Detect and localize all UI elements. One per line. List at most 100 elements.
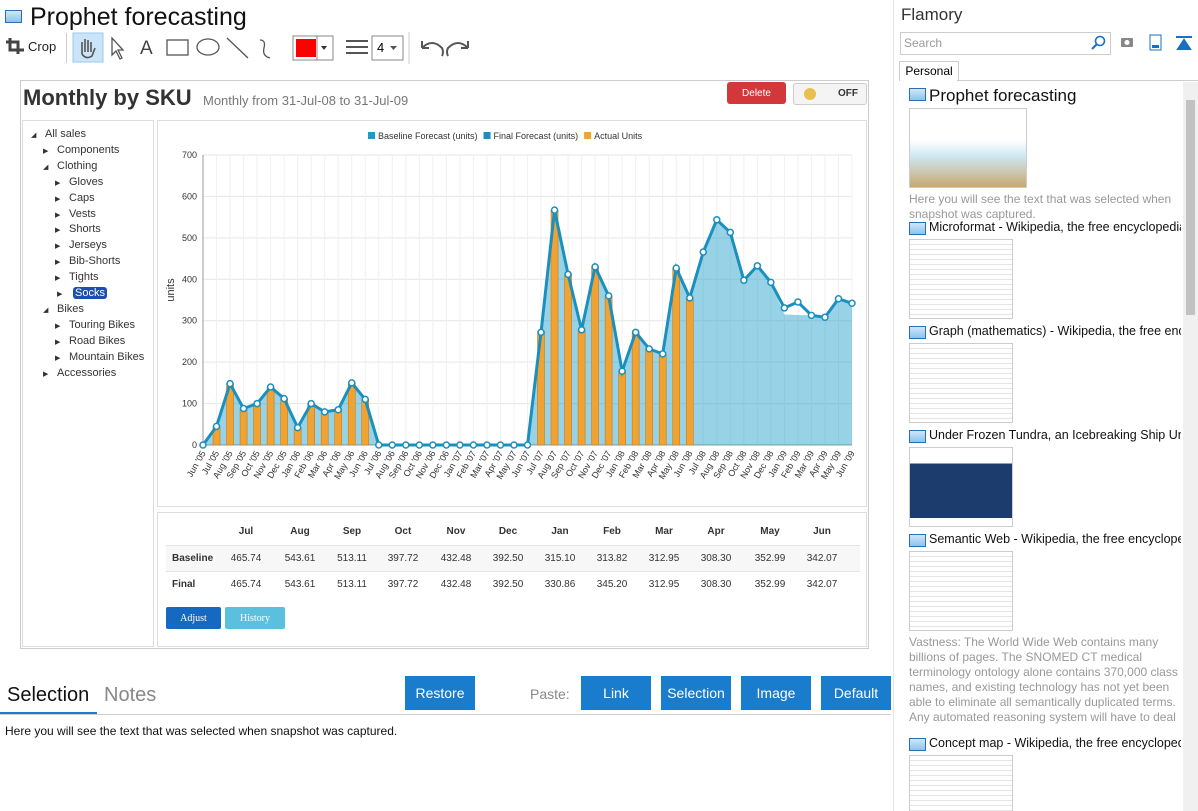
point bbox=[442, 441, 451, 449]
table-cell: 342.07 bbox=[806, 579, 838, 590]
crop-button[interactable]: Crop bbox=[6, 38, 56, 54]
table-header: Feb bbox=[603, 526, 621, 537]
tree-arrow: ▶ bbox=[55, 179, 61, 187]
tree-item[interactable]: ▶ Socks bbox=[55, 287, 107, 299]
tree-label: Touring Bikes bbox=[69, 318, 136, 331]
point bbox=[794, 298, 802, 306]
item-snippet: Vastness: The World Wide Web contains ma… bbox=[909, 635, 1178, 726]
bar bbox=[618, 370, 626, 446]
table-cell: 465.74 bbox=[230, 553, 262, 564]
rect-tool[interactable] bbox=[166, 39, 189, 56]
point bbox=[347, 379, 356, 387]
line-width-select[interactable] bbox=[371, 35, 404, 61]
tree-label: Mountain Bikes bbox=[69, 350, 145, 363]
sidebar-tab[interactable]: Personal bbox=[899, 61, 959, 81]
delete-button[interactable]: Delete bbox=[727, 82, 786, 104]
point bbox=[361, 395, 369, 404]
point bbox=[767, 278, 775, 287]
tree-item[interactable]: ▶ Caps bbox=[55, 192, 95, 204]
bar bbox=[577, 329, 586, 446]
tree-item[interactable]: ▶ Tights bbox=[55, 271, 99, 283]
table-header: Aug bbox=[290, 526, 310, 537]
history-button[interactable]: History bbox=[225, 607, 285, 629]
snapshot-item[interactable]: Microformat - Wikipedia, the free encycl… bbox=[909, 220, 1181, 319]
tree-item[interactable]: ◢ Clothing bbox=[43, 160, 97, 172]
tree-arrow: ▶ bbox=[55, 322, 61, 330]
point bbox=[699, 248, 708, 256]
redo[interactable] bbox=[446, 41, 469, 57]
tree-item[interactable]: ▶ Touring Bikes bbox=[55, 319, 135, 331]
snapshot-item[interactable]: Concept map - Wikipedia, the free encycl… bbox=[909, 736, 1181, 811]
bar bbox=[631, 332, 640, 446]
toggle[interactable]: OFF bbox=[793, 83, 867, 105]
y-tick-label: 300 bbox=[182, 316, 197, 326]
table-cell: 315.10 bbox=[544, 553, 576, 564]
text-tool[interactable]: A bbox=[140, 38, 153, 59]
adjust-label: Adjust bbox=[180, 612, 207, 624]
tree-item[interactable]: ▶ Components bbox=[43, 144, 119, 156]
item-title: Under Frozen Tundra, an Icebreaking Ship… bbox=[909, 428, 1181, 445]
point bbox=[821, 313, 829, 322]
table-cell: 312.95 bbox=[648, 579, 680, 590]
item-thumbnail bbox=[909, 108, 1027, 188]
search-box[interactable]: Search bbox=[900, 32, 1111, 55]
tab-notes[interactable]: Notes bbox=[104, 684, 157, 706]
snapshot-item[interactable]: Prophet forecasting Here you will see the… bbox=[909, 86, 1181, 222]
tree-item[interactable]: ▶ Shorts bbox=[55, 223, 101, 235]
bar bbox=[672, 267, 681, 446]
scrollbar[interactable] bbox=[1183, 82, 1198, 811]
tree-arrow: ▶ bbox=[43, 147, 49, 155]
point bbox=[658, 350, 667, 358]
tab-selection[interactable]: Selection bbox=[7, 684, 90, 706]
tree-item[interactable]: ▶ Road Bikes bbox=[55, 335, 125, 347]
point bbox=[320, 408, 329, 416]
tree-item[interactable]: ◢ Bikes bbox=[43, 303, 84, 315]
select-tool[interactable] bbox=[111, 36, 125, 60]
line-width-icon bbox=[346, 40, 368, 54]
pen-tool[interactable] bbox=[259, 39, 271, 59]
tree-arrow: ▶ bbox=[55, 243, 61, 251]
tree-label: Bib-Shorts bbox=[69, 255, 121, 268]
tree-item[interactable]: ◢ All sales bbox=[31, 128, 86, 140]
y-tick-label: 200 bbox=[182, 357, 197, 367]
tree-item[interactable]: ▶ Bib-Shorts bbox=[55, 255, 120, 267]
snapshot-item[interactable]: Semantic Web - Wikipedia, the free encyc… bbox=[909, 532, 1181, 726]
bar bbox=[266, 386, 275, 446]
tree-item[interactable]: ▶ Vests bbox=[55, 208, 96, 220]
tree-label: All sales bbox=[45, 128, 86, 140]
tree-item[interactable]: ▶ Accessories bbox=[43, 367, 116, 379]
snapshot-item[interactable]: Under Frozen Tundra, an Icebreaking Ship… bbox=[909, 428, 1181, 527]
tree-item[interactable]: ▶ Mountain Bikes bbox=[55, 351, 144, 363]
point bbox=[429, 441, 437, 449]
table-header: Apr bbox=[707, 526, 725, 537]
restore-button[interactable]: Restore bbox=[405, 676, 475, 710]
crop-icon bbox=[6, 38, 24, 54]
snapshot-item[interactable]: Graph (mathematics) - Wikipedia, the fre… bbox=[909, 324, 1181, 423]
tree-item[interactable]: ▶ Jerseys bbox=[55, 239, 107, 251]
tab-rule bbox=[957, 80, 1198, 81]
legend-label: Final Forecast (units) bbox=[494, 131, 579, 141]
paste-image[interactable]: Image bbox=[741, 676, 811, 710]
point bbox=[415, 441, 424, 449]
toolbar-separator bbox=[66, 33, 67, 63]
line-tool[interactable] bbox=[226, 37, 249, 59]
search-placeholder: Search bbox=[904, 36, 943, 50]
legend-label: Actual Units bbox=[594, 131, 643, 141]
row-band bbox=[166, 545, 860, 572]
table-cell: 432.48 bbox=[440, 579, 472, 590]
page-icon[interactable] bbox=[1149, 34, 1162, 51]
table-cell: 543.61 bbox=[284, 553, 316, 564]
ellipse-tool[interactable] bbox=[196, 38, 220, 56]
paste-default[interactable]: Default bbox=[821, 676, 891, 710]
table-panel: Jul Aug Sep Oct Nov Dec Jan Feb Mar Apr May Jun Base… bbox=[157, 512, 867, 647]
undo[interactable] bbox=[421, 41, 444, 57]
table-cell: 392.50 bbox=[492, 579, 524, 590]
tree-item[interactable]: ▶ Gloves bbox=[55, 176, 103, 188]
paste-link[interactable]: Link bbox=[581, 676, 651, 710]
paste-selection[interactable]: Selection bbox=[661, 676, 731, 710]
top-icon[interactable] bbox=[1176, 36, 1192, 50]
tree-arrow: ▶ bbox=[55, 354, 61, 362]
point bbox=[469, 441, 478, 449]
adjust-button[interactable]: Adjust bbox=[166, 607, 221, 629]
search-icon[interactable] bbox=[1091, 35, 1107, 51]
